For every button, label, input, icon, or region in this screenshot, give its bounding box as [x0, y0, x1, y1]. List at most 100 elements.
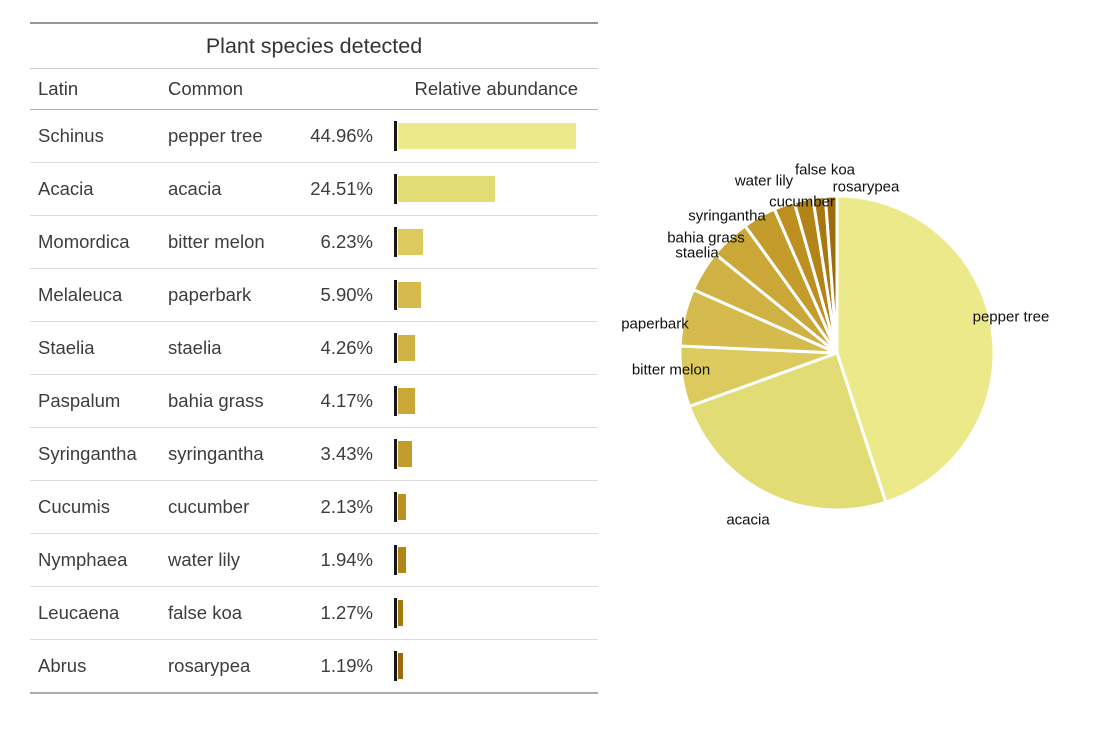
- abundance-bar: [398, 123, 576, 149]
- abundance-bar: [398, 282, 422, 308]
- table-row: Schinus pepper tree 44.96%: [30, 110, 598, 163]
- bar-axis-tick: [394, 439, 397, 469]
- bar-axis-tick: [394, 492, 397, 522]
- abundance-bar: [398, 600, 403, 626]
- latin-name: Syringantha: [38, 443, 137, 464]
- abundance-bar-cell: [373, 110, 598, 162]
- latin-name: Abrus: [38, 655, 87, 676]
- abundance-bar-cell: [373, 534, 598, 586]
- table-row: Syringantha syringantha 3.43%: [30, 428, 598, 481]
- abundance-bar: [398, 653, 403, 679]
- pie-slice-label: pepper tree: [973, 309, 1050, 326]
- pie-slice-label: rosarypea: [833, 179, 900, 196]
- abundance-bar: [398, 335, 415, 361]
- column-header-latin: Latin: [38, 78, 79, 99]
- pie-slice-label: cucumber: [769, 194, 835, 211]
- table-row: Leucaena false koa 1.27%: [30, 587, 598, 640]
- abundance-percent: 4.17%: [320, 390, 373, 411]
- abundance-percent: 2.13%: [320, 496, 373, 517]
- latin-name: Staelia: [38, 337, 95, 358]
- abundance-bar: [398, 547, 406, 573]
- abundance-bar-cell: [373, 428, 598, 480]
- bar-axis-tick: [394, 545, 397, 575]
- abundance-bar: [398, 494, 407, 520]
- latin-name: Nymphaea: [38, 549, 128, 570]
- pie-slice-label: bahia grass: [667, 230, 745, 247]
- bar-axis-tick: [394, 386, 397, 416]
- pie-slice-label: water lily: [734, 173, 794, 190]
- table-row: Momordica bitter melon 6.23%: [30, 216, 598, 269]
- common-name: bitter melon: [168, 231, 265, 252]
- latin-name: Leucaena: [38, 602, 120, 623]
- pie-slice-acacia: [687, 351, 888, 512]
- pie-slice-label: acacia: [726, 512, 770, 529]
- table-header-row: Latin Common Relative abundance: [30, 69, 598, 110]
- abundance-percent: 3.43%: [320, 443, 373, 464]
- abundance-percent: 1.27%: [320, 602, 373, 623]
- common-name: acacia: [168, 178, 222, 199]
- column-header-common: Common: [168, 78, 244, 99]
- abundance-bar: [398, 229, 423, 255]
- common-name: paperbark: [168, 284, 252, 305]
- bar-axis-tick: [394, 227, 397, 257]
- abundance-percent: 1.94%: [320, 549, 373, 570]
- abundance-percent: 1.19%: [320, 655, 373, 676]
- abundance-percent: 44.96%: [310, 125, 373, 146]
- pie-slice-label: syringantha: [688, 208, 766, 225]
- abundance-bar-cell: [373, 587, 598, 639]
- abundance-percent: 6.23%: [320, 231, 373, 252]
- abundance-percent: 4.26%: [320, 337, 373, 358]
- common-name: bahia grass: [168, 390, 264, 411]
- latin-name: Acacia: [38, 178, 94, 199]
- bar-axis-tick: [394, 333, 397, 363]
- latin-name: Momordica: [38, 231, 130, 252]
- latin-name: Paspalum: [38, 390, 121, 411]
- table-row: Melaleuca paperbark 5.90%: [30, 269, 598, 322]
- pie-slice-label: false koa: [795, 162, 856, 179]
- table-row: Acacia acacia 24.51%: [30, 163, 598, 216]
- table-row: Staelia staelia 4.26%: [30, 322, 598, 375]
- table-row: Cucumis cucumber 2.13%: [30, 481, 598, 534]
- bar-axis-tick: [394, 280, 397, 310]
- pie-slice-pepper-tree: [835, 194, 996, 504]
- abundance-bar-cell: [373, 640, 598, 692]
- bar-axis-tick: [394, 651, 397, 681]
- abundance-percent: 5.90%: [320, 284, 373, 305]
- abundance-percent: 24.51%: [310, 178, 373, 199]
- table-row: Abrus rosarypea 1.19%: [30, 640, 598, 692]
- common-name: pepper tree: [168, 125, 263, 146]
- pie-slice-label: bitter melon: [632, 362, 710, 379]
- plant-species-table: Plant species detected Latin Common Rela…: [30, 22, 598, 694]
- abundance-bar-cell: [373, 163, 598, 215]
- common-name: water lily: [168, 549, 240, 570]
- common-name: cucumber: [168, 496, 250, 517]
- latin-name: Melaleuca: [38, 284, 123, 305]
- table-body: Schinus pepper tree 44.96% Acacia acacia 24.5…: [30, 110, 598, 694]
- column-header-relative-abundance: Relative abundance: [414, 78, 578, 99]
- pie-slice-label: staelia: [675, 245, 719, 262]
- pie-slice-label: paperbark: [621, 316, 689, 333]
- bar-axis-tick: [394, 121, 397, 151]
- bar-axis-tick: [394, 174, 397, 204]
- common-name: rosarypea: [168, 655, 251, 676]
- table-title: Plant species detected: [30, 22, 598, 69]
- table-row: Paspalum bahia grass 4.17%: [30, 375, 598, 428]
- abundance-bar-cell: [373, 375, 598, 427]
- abundance-bar-cell: [373, 322, 598, 374]
- common-name: false koa: [168, 602, 243, 623]
- common-name: staelia: [168, 337, 222, 358]
- abundance-bar-cell: [373, 269, 598, 321]
- latin-name: Schinus: [38, 125, 104, 146]
- table-row: Nymphaea water lily 1.94%: [30, 534, 598, 587]
- abundance-bar-cell: [373, 216, 598, 268]
- abundance-bar: [398, 176, 495, 202]
- latin-name: Cucumis: [38, 496, 110, 517]
- abundance-bar: [398, 388, 415, 414]
- abundance-bar-cell: [373, 481, 598, 533]
- abundance-bar: [398, 441, 412, 467]
- bar-axis-tick: [394, 598, 397, 628]
- common-name: syringantha: [168, 443, 264, 464]
- pie-slice-rosarypea: [823, 194, 839, 355]
